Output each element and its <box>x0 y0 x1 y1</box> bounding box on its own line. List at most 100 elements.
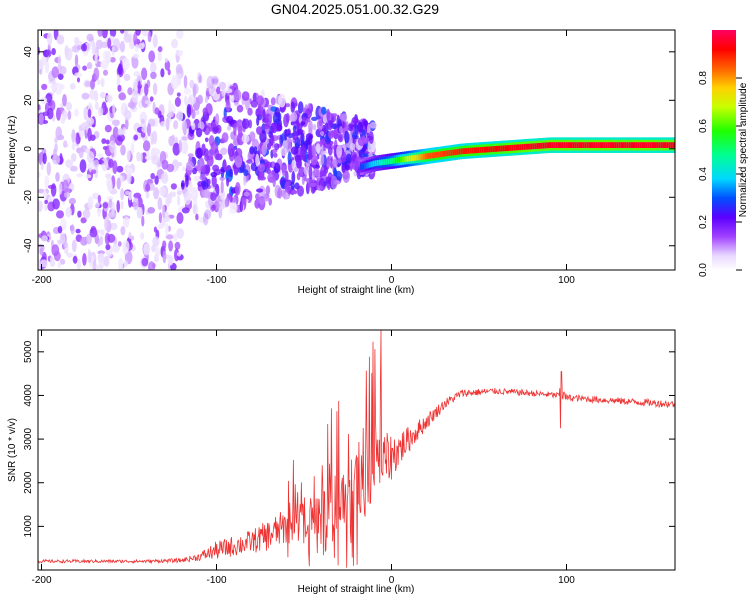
noise-blob <box>107 233 116 243</box>
noise-blob <box>325 176 333 184</box>
ridge-segment <box>635 142 639 148</box>
noise-blob <box>241 134 250 144</box>
colorbar-tick-label: 0.4 <box>698 167 709 181</box>
ridge-segment <box>586 142 591 148</box>
y-tick-label: 0 <box>23 146 34 152</box>
noise-blob <box>52 198 60 210</box>
noise-blob <box>242 197 247 206</box>
y-tick-label: -20 <box>23 190 34 205</box>
ridge-segment <box>454 149 459 156</box>
noise-blob <box>153 147 158 156</box>
noise-blob <box>84 148 91 154</box>
y-tick-label: 20 <box>23 94 34 106</box>
noise-blob <box>51 66 60 78</box>
noise-blob <box>189 79 195 89</box>
noise-blob <box>302 107 306 113</box>
noise-blob <box>238 125 243 139</box>
y-tick-label: -40 <box>23 238 34 253</box>
noise-blob <box>141 215 145 227</box>
noise-blob <box>235 182 241 196</box>
noise-blob <box>40 161 44 171</box>
noise-blob <box>57 73 64 80</box>
noise-blob <box>116 74 121 88</box>
noise-blob <box>89 227 98 238</box>
noise-blob <box>278 93 286 108</box>
noise-blob <box>123 73 131 81</box>
ridge-segment <box>504 145 509 152</box>
noise-blob <box>157 50 162 62</box>
noise-blob <box>291 171 296 185</box>
noise-blob <box>200 165 206 174</box>
noise-blob <box>219 176 225 181</box>
noise-blob <box>172 142 181 156</box>
noise-blob <box>112 103 116 116</box>
noise-blob <box>89 262 94 268</box>
noise-blob <box>300 121 306 126</box>
noise-blob <box>229 202 238 214</box>
noise-blob <box>199 173 206 181</box>
noise-blob <box>71 153 77 162</box>
noise-blob <box>349 143 356 151</box>
noise-blob <box>215 113 220 126</box>
noise-blob <box>224 197 228 208</box>
ridge-segment <box>563 142 568 148</box>
noise-blob <box>185 161 194 171</box>
y-tick-label: 3000 <box>23 428 34 451</box>
noise-blob <box>164 60 171 71</box>
ridge-segment <box>404 156 408 163</box>
noise-blob <box>149 96 154 102</box>
noise-blob <box>202 212 209 226</box>
ridge-segment <box>370 161 375 168</box>
ridge-segment <box>456 149 461 155</box>
noise-blob <box>159 186 166 197</box>
ridge-segment <box>439 151 444 158</box>
ridge-segment <box>538 143 543 149</box>
noise-blob <box>109 30 117 38</box>
noise-blob <box>102 146 108 150</box>
ridge-segment <box>666 142 671 148</box>
noise-blob <box>345 153 352 164</box>
noise-blob <box>294 102 298 107</box>
noise-blob <box>193 175 201 182</box>
noise-blob <box>296 121 300 130</box>
noise-blob <box>143 243 150 256</box>
noise-blob <box>229 94 235 102</box>
ridge-segment <box>530 143 534 150</box>
noise-blob <box>320 153 325 165</box>
noise-blob <box>320 178 324 186</box>
noise-blob <box>108 198 113 209</box>
noise-blob <box>38 172 41 178</box>
noise-blob <box>170 75 179 90</box>
noise-blob <box>86 151 95 163</box>
noise-blob <box>100 60 109 70</box>
noise-blob <box>181 207 190 214</box>
noise-blob <box>263 123 270 130</box>
noise-blob <box>153 187 160 200</box>
noise-blob <box>220 147 228 156</box>
noise-blob <box>287 133 294 139</box>
ridge-segment <box>416 154 421 161</box>
spectrogram-plot-area <box>38 30 675 270</box>
noise-blob <box>183 87 192 95</box>
noise-blob <box>140 118 145 124</box>
noise-blob <box>160 121 167 127</box>
noise-blob <box>56 210 64 219</box>
noise-blob <box>192 203 197 215</box>
noise-blob <box>42 152 47 165</box>
noise-blob <box>177 161 183 167</box>
noise-blob <box>98 106 104 117</box>
ridge-segment <box>395 157 400 164</box>
noise-blob <box>313 167 320 178</box>
ridge-segment <box>525 143 530 150</box>
noise-blob <box>197 121 205 131</box>
ridge-segment <box>544 142 549 149</box>
ridge-segment <box>559 142 564 148</box>
noise-blob <box>38 188 45 194</box>
noise-blob <box>59 84 65 90</box>
noise-blob <box>342 169 350 183</box>
noise-blob <box>326 108 331 121</box>
noise-blob <box>117 241 122 247</box>
noise-blob <box>107 37 112 49</box>
ridge-segment <box>588 142 593 148</box>
ridge-segment <box>555 142 559 148</box>
